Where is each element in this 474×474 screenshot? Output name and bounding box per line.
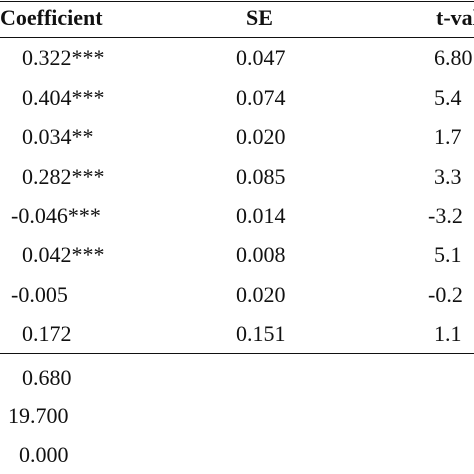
table-cell: 0.151 xyxy=(236,321,286,346)
stat-cell: 19.700 xyxy=(8,403,69,428)
stat-cell: 0.680 xyxy=(22,365,72,390)
table-cell: 0.034** xyxy=(22,124,94,149)
table-cell: 0.008 xyxy=(236,242,286,267)
table-cell: 1.1 xyxy=(434,321,462,346)
table-cell: 0.074 xyxy=(236,85,286,110)
table-cell: -0.2 xyxy=(428,282,463,307)
table-cell: 0.042*** xyxy=(22,242,105,267)
table-cell: 5.4 xyxy=(434,85,462,110)
stats-rule xyxy=(0,353,474,354)
header-cell: t-val xyxy=(436,5,474,30)
table-cell: 0.404*** xyxy=(22,85,105,110)
table-cell: 5.1 xyxy=(434,242,462,267)
table-cell: 3.3 xyxy=(434,164,462,189)
header-cell: Coefficient xyxy=(0,5,103,30)
table-cell: 0.020 xyxy=(236,124,286,149)
table-cell: 0.322*** xyxy=(22,45,105,70)
table-cell: 0.047 xyxy=(236,45,286,70)
table-cell: 0.014 xyxy=(236,203,286,228)
header-cell: SE xyxy=(246,5,273,30)
table-cell: -0.046*** xyxy=(11,203,101,228)
header-rule xyxy=(0,37,474,38)
table-cell: 0.085 xyxy=(236,164,286,189)
table-cell: 0.282*** xyxy=(22,164,105,189)
top-rule xyxy=(0,1,474,2)
table-cell: -0.005 xyxy=(11,282,68,307)
table-cell: 6.80 xyxy=(434,45,473,70)
stat-cell: 0.000 xyxy=(19,442,69,467)
table-cell: 0.020 xyxy=(236,282,286,307)
table-cell: -3.2 xyxy=(428,203,463,228)
table-cell: 1.7 xyxy=(434,124,462,149)
table-cell: 0.172 xyxy=(22,321,72,346)
